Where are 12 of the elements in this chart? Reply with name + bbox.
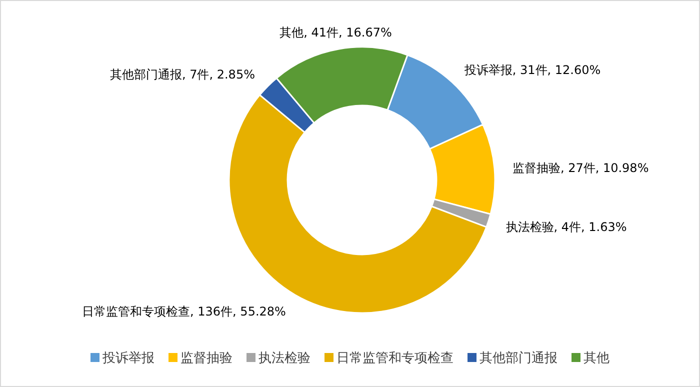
data-label: 其他部门通报, 7件, 2.85% — [110, 67, 255, 82]
data-label: 日常监管和专项检查, 136件, 55.28% — [82, 304, 286, 318]
legend-label: 日常监管和专项检查 — [336, 351, 454, 366]
data-label: 执法检验, 4件, 1.63% — [506, 220, 627, 234]
legend-label: 监督抽验 — [180, 351, 232, 366]
data-label: 投诉举报, 31件, 12.60% — [463, 62, 601, 77]
legend-label: 投诉举报 — [102, 351, 154, 366]
legend-label: 其他部门通报 — [480, 350, 558, 366]
data-label: 监督抽验, 27件, 10.98% — [512, 161, 649, 176]
data-label: 其他, 41件, 16.67% — [280, 25, 392, 40]
legend-label: 其他 — [584, 351, 610, 366]
legend-label: 执法检验 — [258, 351, 310, 366]
